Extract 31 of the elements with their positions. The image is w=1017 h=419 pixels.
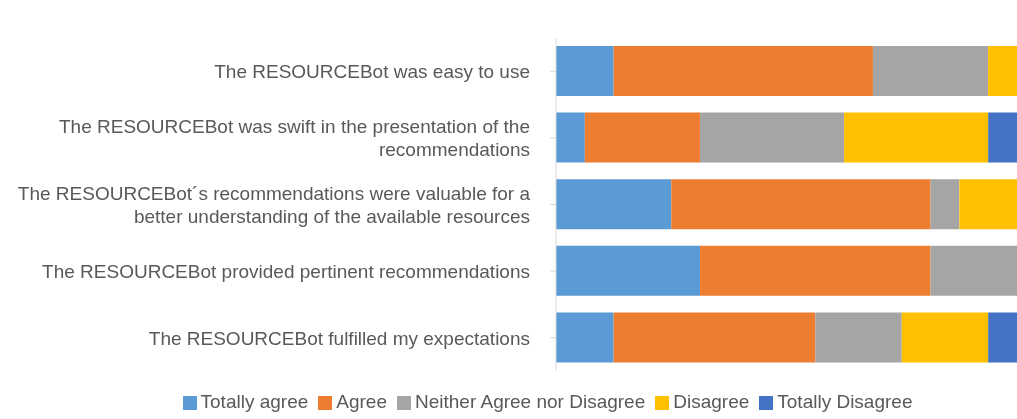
bar: [671, 179, 931, 230]
bar: [988, 112, 1017, 163]
y-tick-label: The RESOURCEBot was easy to use: [214, 60, 530, 82]
bar: [700, 245, 931, 296]
y-tick-label: The RESOURCEBot was swift in the presentation of the recommendations: [59, 115, 530, 160]
bar: [584, 112, 701, 163]
bar: [556, 245, 701, 296]
legend-label: Totally Disagree: [777, 391, 913, 412]
bar: [988, 46, 1017, 96]
bar: [872, 46, 989, 96]
bar: [613, 312, 816, 363]
bar: [959, 179, 1017, 230]
bar: [815, 312, 902, 363]
legend-label: Neither Agree nor Disagree: [414, 391, 646, 412]
bar: [988, 312, 1017, 363]
bar: [613, 46, 873, 96]
y-tick-label: The RESOURCEBot´s recommendations were valuable for a better understanding of the available resources: [17, 182, 531, 227]
bar: [556, 112, 585, 163]
bar: [556, 312, 614, 363]
y-tick-label: The RESOURCEBot provided pertinent recommendations: [42, 260, 530, 282]
bar: [930, 245, 1017, 296]
bar: [901, 312, 989, 363]
legend-label: Agree: [336, 391, 387, 412]
bar: [700, 112, 845, 163]
bar: [844, 112, 989, 163]
bar: [556, 179, 672, 230]
legend-label: Disagree: [673, 391, 750, 412]
bar: [930, 179, 960, 230]
y-tick-label: The RESOURCEBot fulfilled my expectations: [148, 327, 530, 349]
legend-label: Totally agree: [200, 391, 309, 412]
bar: [556, 46, 614, 96]
